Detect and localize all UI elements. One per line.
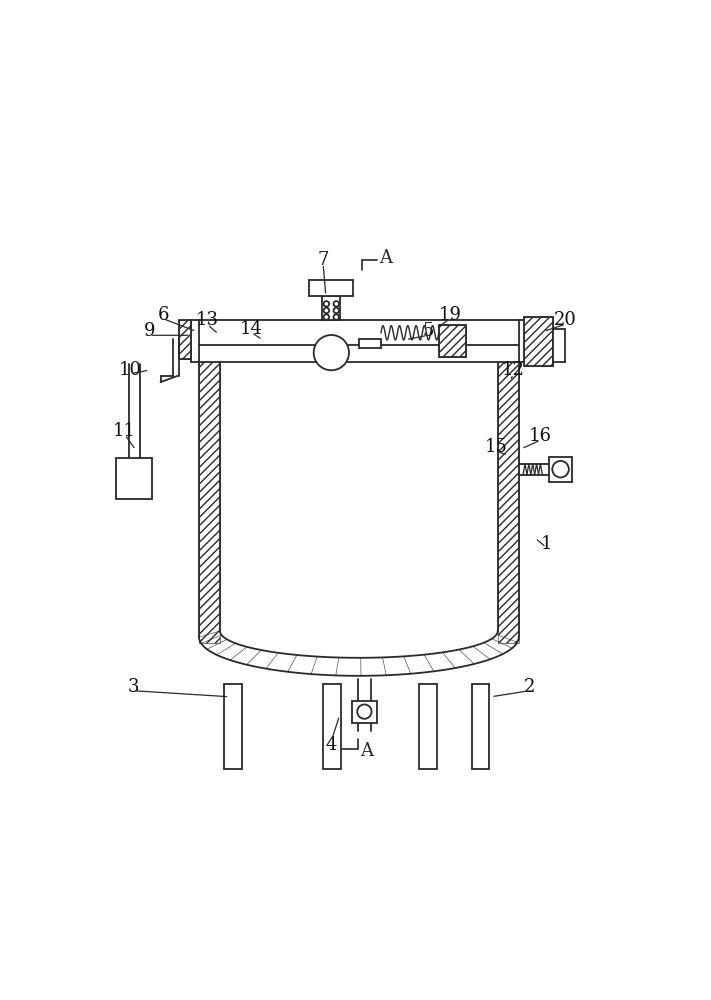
Bar bbox=[178, 320, 191, 359]
Text: 20: 20 bbox=[554, 311, 577, 329]
Circle shape bbox=[314, 335, 349, 370]
Bar bbox=[472, 684, 489, 769]
Circle shape bbox=[324, 301, 329, 307]
Text: A: A bbox=[379, 249, 392, 267]
Bar bbox=[191, 320, 527, 362]
Text: 3: 3 bbox=[127, 678, 139, 696]
Text: 11: 11 bbox=[113, 422, 137, 440]
Bar bbox=[524, 317, 553, 366]
Text: 19: 19 bbox=[438, 306, 461, 324]
Bar bbox=[178, 320, 191, 359]
Bar bbox=[553, 329, 565, 362]
Bar bbox=[498, 362, 518, 643]
Bar bbox=[524, 317, 553, 366]
Bar bbox=[549, 457, 572, 482]
Text: 14: 14 bbox=[240, 320, 263, 338]
Circle shape bbox=[333, 308, 339, 313]
Text: 7: 7 bbox=[317, 251, 328, 269]
Bar bbox=[359, 339, 381, 348]
Text: 13: 13 bbox=[196, 311, 219, 329]
Text: 16: 16 bbox=[529, 427, 552, 445]
Bar bbox=[322, 296, 341, 320]
Bar bbox=[224, 684, 242, 769]
Bar bbox=[117, 458, 152, 499]
Bar bbox=[309, 280, 353, 296]
Circle shape bbox=[324, 308, 329, 313]
Text: 1: 1 bbox=[540, 535, 552, 553]
Bar bbox=[419, 684, 437, 769]
Bar bbox=[352, 701, 377, 723]
Text: 2: 2 bbox=[524, 678, 535, 696]
Text: A: A bbox=[360, 742, 373, 760]
Circle shape bbox=[333, 301, 339, 307]
Text: 10: 10 bbox=[119, 361, 141, 379]
Circle shape bbox=[357, 704, 372, 719]
Bar bbox=[439, 325, 466, 357]
Text: 6: 6 bbox=[158, 306, 169, 324]
Bar bbox=[439, 325, 466, 357]
Text: 5: 5 bbox=[422, 322, 434, 340]
Text: 15: 15 bbox=[485, 438, 508, 456]
Bar bbox=[199, 362, 220, 643]
Text: 9: 9 bbox=[144, 322, 155, 340]
Bar bbox=[323, 684, 341, 769]
Text: 12: 12 bbox=[502, 361, 525, 379]
Circle shape bbox=[324, 314, 329, 320]
Circle shape bbox=[333, 314, 339, 320]
Circle shape bbox=[552, 461, 569, 477]
Text: 4: 4 bbox=[326, 736, 337, 754]
